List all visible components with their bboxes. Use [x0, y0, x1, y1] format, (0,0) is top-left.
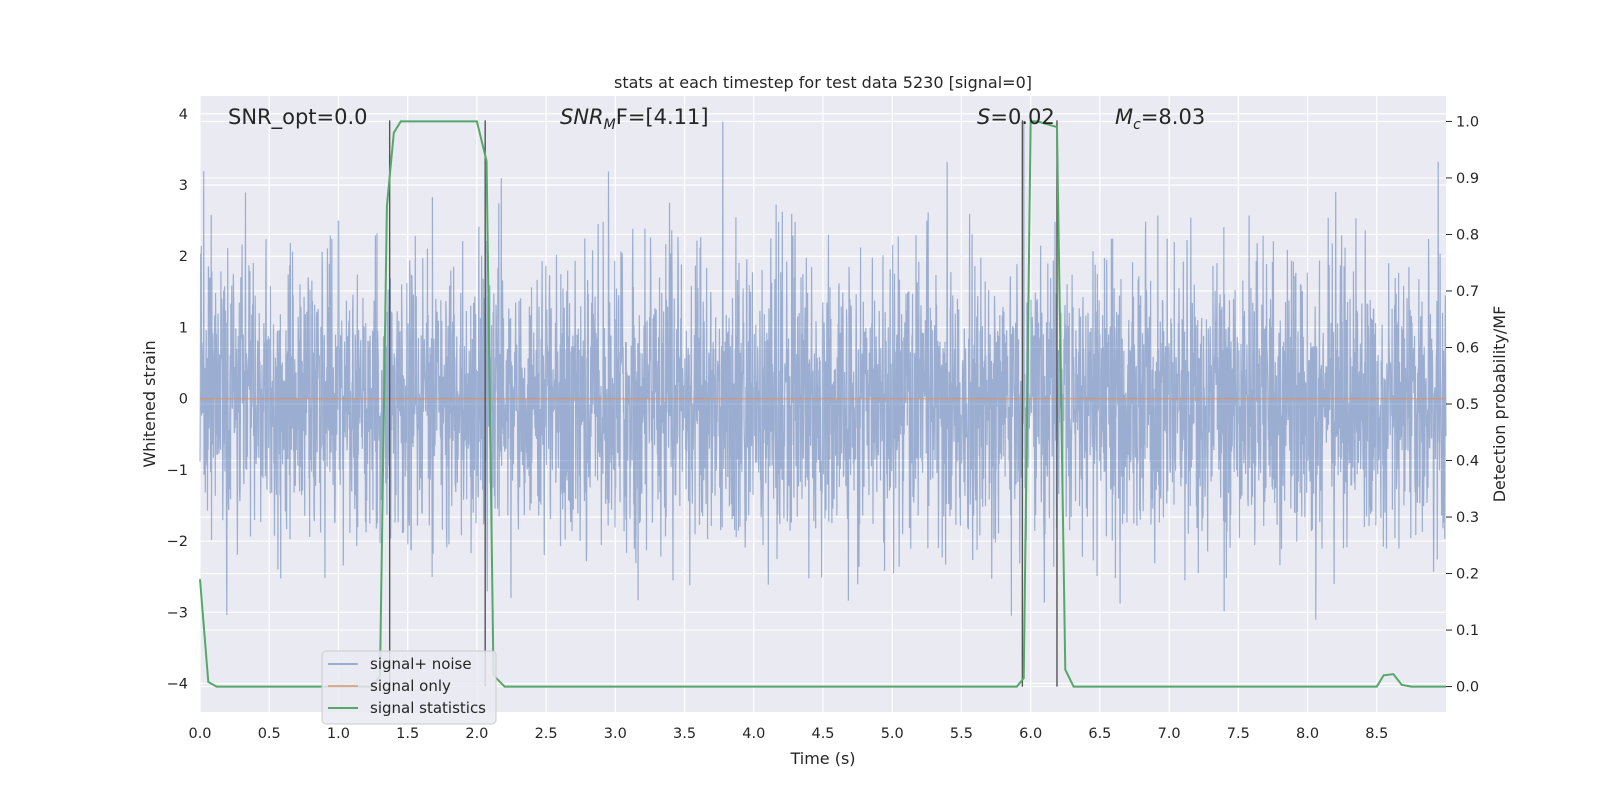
legend-label-signal-noise: signal+ noise: [370, 655, 472, 673]
x-tick-label-12: 6.0: [1019, 726, 1042, 742]
y-tick-label-8: −4: [167, 677, 188, 693]
y2-tick-label-8: 0.2: [1456, 567, 1479, 583]
vertical-markers: [388, 120, 1058, 687]
y2-tick-label-4: 0.6: [1456, 340, 1479, 356]
y2-tick-label-0: 1.0: [1456, 114, 1479, 130]
x-tick-label-3: 1.5: [396, 726, 419, 742]
annotation-snr-opt: SNR_opt=0.0: [228, 105, 368, 130]
y-tick-label-3: 1: [179, 320, 188, 336]
x-tick-label-16: 8.0: [1296, 726, 1319, 742]
x-tick-label-5: 2.5: [535, 726, 558, 742]
y2-tick-label-5: 0.5: [1456, 397, 1479, 413]
x-axis-label: Time (s): [789, 749, 855, 768]
y2-axis-label: Detection probability/MF: [1490, 306, 1509, 503]
y-tick-labels: 4 3 2 1 0 −1 −2 −3 −4: [167, 107, 188, 693]
y2-tick-label-10: 0.0: [1456, 680, 1479, 696]
x-tick-label-6: 3.0: [604, 726, 627, 742]
y2-tick-label-7: 0.3: [1456, 510, 1479, 526]
x-tick-label-7: 3.5: [673, 726, 696, 742]
x-tick-label-10: 5.0: [881, 726, 904, 742]
chart-title: stats at each timestep for test data 523…: [614, 73, 1032, 92]
x-tick-label-13: 6.5: [1088, 726, 1111, 742]
y2-tick-label-1: 0.9: [1456, 171, 1479, 187]
x-tick-label-17: 8.5: [1365, 726, 1388, 742]
x-tick-label-9: 4.5: [811, 726, 834, 742]
y-tick-label-0: 4: [179, 107, 188, 123]
y-tick-label-4: 0: [179, 392, 188, 408]
y2-tick-label-2: 0.8: [1456, 227, 1479, 243]
y-tick-label-6: −2: [167, 534, 188, 550]
annotation-s: S=0.02: [977, 105, 1055, 129]
x-tick-label-4: 2.0: [465, 726, 488, 742]
noise-trace: [199, 121, 1447, 620]
y2-tick-label-3: 0.7: [1456, 284, 1479, 300]
x-tick-labels: 0.0 0.5 1.0 1.5 2.0 2.5 3.0 3.5 4.0 4.5 5.0 5.5 6.0 6…: [188, 726, 1388, 742]
y2-tick-label-9: 0.1: [1456, 623, 1479, 639]
y2-tick-label-6: 0.4: [1456, 454, 1479, 470]
legend-label-signal-only: signal only: [370, 677, 451, 695]
y2-tick-labels: 1.0 0.9 0.8 0.7 0.6 0.5 0.4 0.3 0.2 0.1 0.0: [1446, 114, 1479, 696]
y-axis-label: Whitened strain: [140, 340, 159, 467]
x-tick-label-15: 7.5: [1227, 726, 1250, 742]
legend: signal+ noise signal only signal statist…: [321, 650, 497, 725]
x-tick-label-11: 5.5: [950, 726, 973, 742]
y-tick-label-1: 3: [179, 178, 188, 194]
y-tick-label-7: −3: [167, 605, 188, 621]
annotation-snr-mf: SNRMF=[4.11]: [560, 105, 709, 133]
x-tick-label-14: 7.0: [1158, 726, 1181, 742]
y-tick-label-2: 2: [179, 249, 188, 265]
y-tick-label-5: −1: [167, 463, 188, 479]
legend-box: [321, 650, 497, 725]
x-tick-label-1: 0.5: [258, 726, 281, 742]
annotation-mc: Mc=8.03: [1115, 105, 1205, 133]
series-signal-noise: [199, 121, 1447, 620]
x-tick-label-0: 0.0: [188, 726, 211, 742]
legend-label-signal-statistics: signal statistics: [370, 699, 486, 717]
x-tick-label-8: 4.0: [742, 726, 765, 742]
x-tick-label-2: 1.0: [327, 726, 350, 742]
